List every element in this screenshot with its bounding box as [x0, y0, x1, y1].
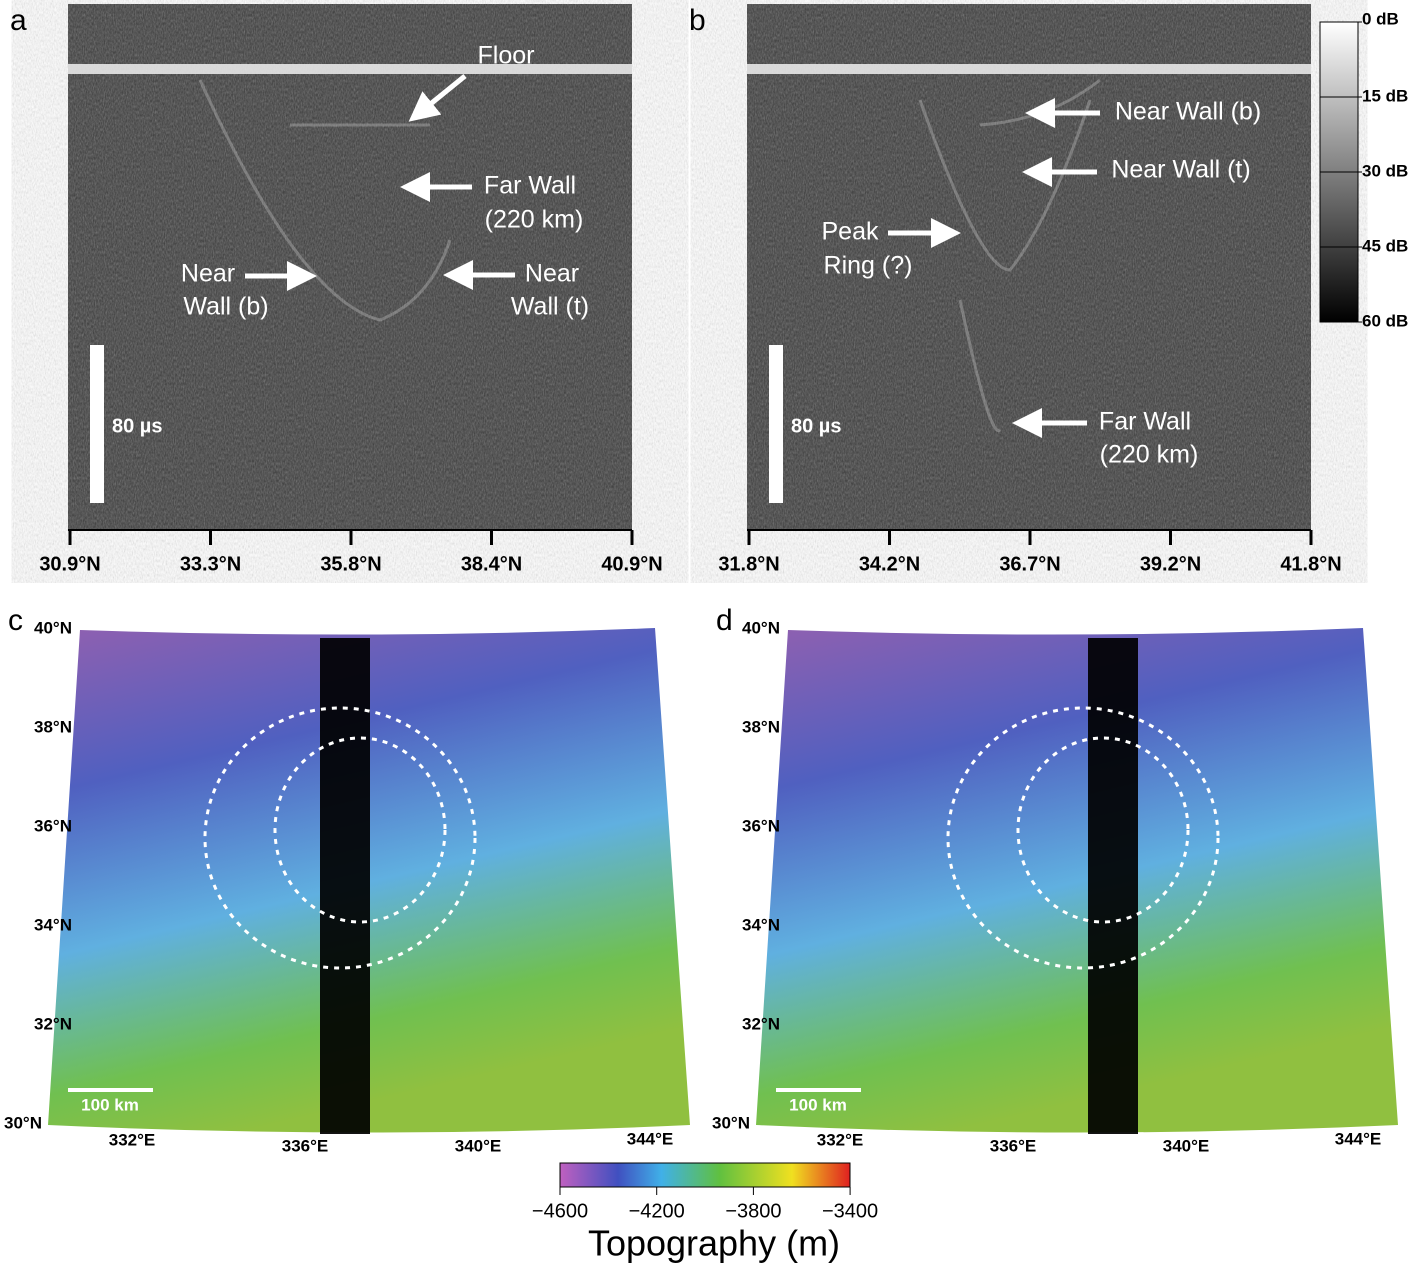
scale-bar-label: 100 km	[81, 1095, 139, 1114]
x-tick-label: 33.3°N	[180, 553, 241, 575]
lat-label: 34°N	[742, 915, 780, 934]
panel-label: b	[689, 4, 706, 37]
db-label: 60 dB	[1362, 311, 1408, 330]
annotation: Near Wall (b)	[1115, 98, 1261, 126]
db-label: 30 dB	[1362, 161, 1408, 180]
lat-label: 36°N	[34, 816, 72, 835]
lon-label: 340°E	[455, 1136, 502, 1155]
lat-label: 40°N	[742, 618, 780, 637]
lon-label: 336°E	[990, 1136, 1037, 1155]
x-tick-label: 30.9°N	[39, 553, 100, 575]
lat-label: 36°N	[742, 816, 780, 835]
db-label: 15 dB	[1362, 86, 1408, 105]
topo-colorbar-title: Topography (m)	[588, 1223, 840, 1264]
scale-bar-label: 100 km	[789, 1095, 847, 1114]
crater-rim	[1016, 736, 1190, 924]
lat-label: 40°N	[34, 618, 72, 637]
arrow	[408, 74, 467, 122]
annotation: (220 km)	[1100, 441, 1199, 469]
scale-bar	[68, 1088, 153, 1092]
lat-label: 34°N	[34, 915, 72, 934]
panel-label: d	[716, 604, 733, 637]
surface-echo	[68, 64, 632, 74]
surface-echo	[747, 64, 1311, 74]
lat-label: 30°N	[712, 1113, 750, 1132]
x-tick-label: 39.2°N	[1140, 553, 1201, 575]
lon-label: 344°E	[1335, 1129, 1382, 1148]
lon-label: 336°E	[282, 1136, 329, 1155]
annotation: Far Wall	[484, 172, 576, 200]
annotation: (220 km)	[485, 206, 584, 234]
x-tick-label: 40.9°N	[601, 553, 662, 575]
db-label: 45 dB	[1362, 236, 1408, 255]
annotation: Wall (b)	[183, 293, 268, 321]
lat-label: 38°N	[34, 717, 72, 736]
scale-bar	[776, 1088, 861, 1092]
annotation: Near Wall (t)	[1111, 156, 1250, 184]
x-tick-label: 35.8°N	[320, 553, 381, 575]
panel-label: a	[10, 4, 27, 37]
annotation: Far Wall	[1099, 408, 1191, 436]
lon-label: 332°E	[109, 1130, 156, 1149]
radargram-noise	[747, 4, 1311, 530]
lat-label: 38°N	[742, 717, 780, 736]
lon-label: 332°E	[817, 1130, 864, 1149]
lat-label: 32°N	[34, 1014, 72, 1033]
topo-map	[756, 628, 1398, 1133]
scale-bar	[769, 345, 783, 503]
lat-label: 30°N	[4, 1113, 42, 1132]
radargram-noise	[68, 4, 632, 530]
x-tick-label: 31.8°N	[718, 553, 779, 575]
topo-tick-label: −3400	[822, 1200, 878, 1222]
lon-label: 340°E	[1163, 1136, 1210, 1155]
x-tick-label: 36.7°N	[999, 553, 1060, 575]
panel-label: c	[8, 604, 23, 637]
scale-bar-label: 80 µs	[791, 415, 841, 437]
annotation: Peak	[822, 218, 879, 246]
x-tick-label: 41.8°N	[1280, 553, 1341, 575]
db-label: 0 dB	[1362, 9, 1399, 28]
x-tick-label: 38.4°N	[461, 553, 522, 575]
crater-rim	[203, 706, 477, 970]
data-gap	[320, 638, 370, 1134]
topo-tick-label: −3800	[725, 1200, 781, 1222]
topo-tick-label: −4200	[629, 1200, 685, 1222]
lat-label: 32°N	[742, 1014, 780, 1033]
echo	[198, 79, 452, 322]
annotation: Floor	[478, 42, 535, 70]
lon-label: 344°E	[627, 1129, 674, 1148]
annotation: Near	[525, 260, 579, 288]
annotation: Ring (?)	[824, 252, 913, 280]
scale-bar	[90, 345, 104, 503]
annotation: Wall (t)	[511, 293, 589, 321]
crater-rim	[273, 736, 447, 924]
topo-colorbar	[559, 1162, 851, 1188]
annotation: Near	[181, 260, 235, 288]
topo-tick-label: −4600	[532, 1200, 588, 1222]
x-tick-label: 34.2°N	[859, 553, 920, 575]
scale-bar-label: 80 µs	[112, 415, 162, 437]
data-gap	[1088, 638, 1138, 1134]
crater-rim	[946, 706, 1220, 970]
